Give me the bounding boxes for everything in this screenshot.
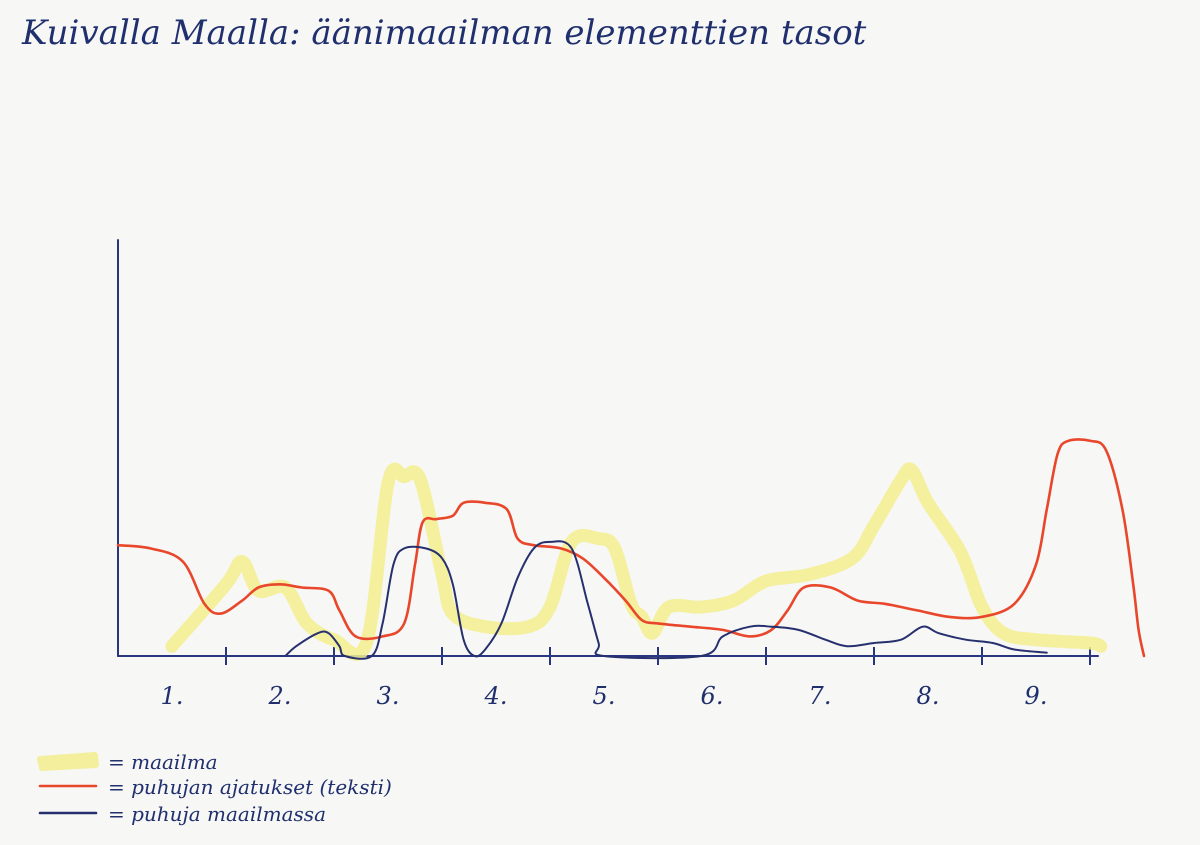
chart-title: Kuivalla Maalla: äänimaailman elementtie…: [21, 13, 867, 53]
legend-label: = maailma: [108, 750, 218, 774]
x-tick-label: 1.: [161, 682, 184, 710]
x-tick-label: 4.: [484, 682, 508, 710]
legend: = maailma= puhujan ajatukset (teksti) = p…: [37, 750, 392, 826]
x-tick-label: 8.: [917, 682, 940, 710]
plot-area: 1. 2. 3. 4. 5. 6. 7. 8. 9.: [116, 239, 1146, 710]
x-tick-label: 7.: [809, 682, 832, 710]
x-tick-label: 6.: [701, 682, 724, 710]
legend-label: = puhujan ajatukset (teksti): [108, 775, 392, 799]
x-tick-label: 9.: [1025, 682, 1048, 710]
series-line: [165, 462, 1108, 661]
x-tick-label: 5.: [593, 682, 616, 710]
series-line: [284, 540, 1048, 660]
x-tick-label: 2.: [268, 682, 292, 710]
series-line: [116, 438, 1146, 658]
x-tick-label: 3.: [377, 682, 400, 710]
legend-label: = puhuja maailmassa: [108, 802, 326, 826]
legend-swatch: [37, 752, 99, 771]
